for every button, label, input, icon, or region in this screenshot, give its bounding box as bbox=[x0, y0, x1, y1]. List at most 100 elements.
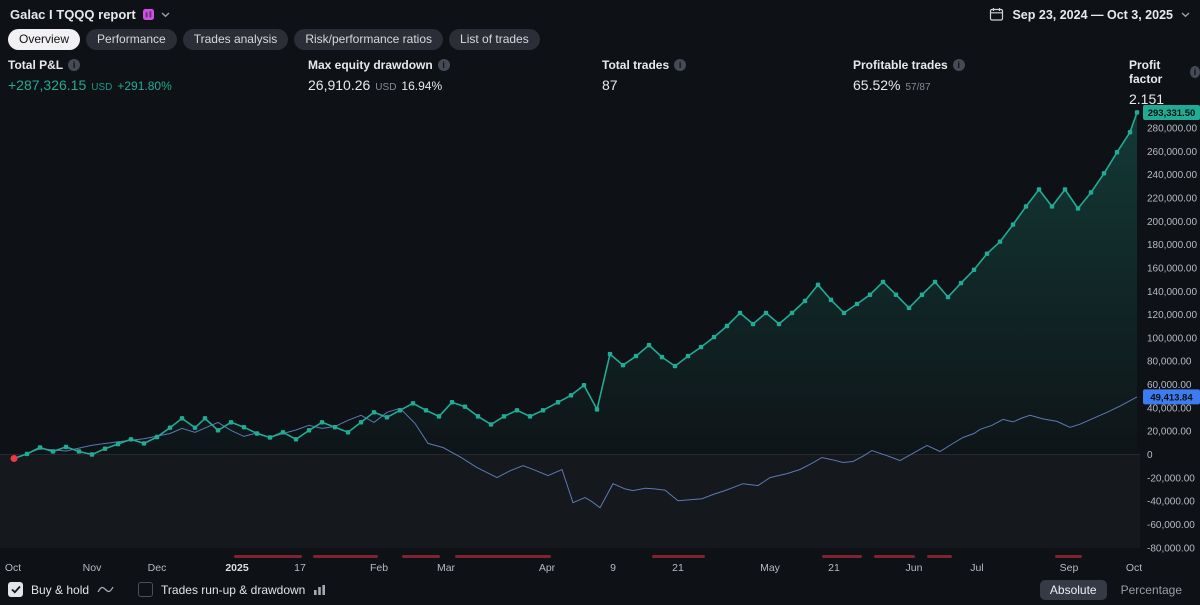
svg-text:260,000.00: 260,000.00 bbox=[1147, 147, 1197, 158]
svg-text:-60,000.00: -60,000.00 bbox=[1147, 520, 1195, 531]
stat-value: 26,910.26 bbox=[308, 77, 371, 93]
svg-text:20,000.00: 20,000.00 bbox=[1147, 427, 1192, 438]
svg-text:21: 21 bbox=[828, 562, 840, 574]
percentage-button[interactable]: Percentage bbox=[1120, 582, 1182, 597]
tab-list-of-trades[interactable]: List of trades bbox=[449, 29, 540, 50]
svg-text:160,000.00: 160,000.00 bbox=[1147, 263, 1197, 274]
svg-text:0: 0 bbox=[1147, 450, 1153, 461]
overlay-toggles: Buy & hold Trades run-up & drawdown bbox=[8, 582, 326, 597]
buy-hold-toggle[interactable]: Buy & hold bbox=[8, 582, 114, 597]
svg-text:60,000.00: 60,000.00 bbox=[1147, 380, 1192, 391]
svg-text:100,000.00: 100,000.00 bbox=[1147, 333, 1197, 344]
svg-text:Oct: Oct bbox=[1126, 562, 1142, 574]
stat-max-drawdown: Max equity drawdown i 26,910.26 USD 16.94… bbox=[308, 58, 450, 93]
stat-label: Profitable trades bbox=[853, 58, 948, 72]
svg-text:49,413.84: 49,413.84 bbox=[1150, 392, 1193, 403]
stat-value: 87 bbox=[602, 77, 618, 93]
svg-text:Mar: Mar bbox=[437, 562, 456, 574]
chevron-down-icon bbox=[1181, 11, 1190, 18]
absolute-button[interactable]: Absolute bbox=[1039, 579, 1107, 600]
stat-label: Total trades bbox=[602, 58, 670, 72]
start-dot bbox=[10, 454, 18, 462]
svg-text:240,000.00: 240,000.00 bbox=[1147, 170, 1197, 181]
below-zero-band bbox=[0, 455, 1140, 549]
stat-value: 65.52% bbox=[853, 77, 901, 93]
info-icon[interactable]: i bbox=[1190, 66, 1200, 78]
svg-text:9: 9 bbox=[610, 562, 616, 574]
y-axis-labels: 280,000.00 260,000.00 240,000.00 220,000.00… bbox=[1147, 124, 1197, 555]
info-icon[interactable]: i bbox=[674, 59, 687, 71]
svg-text:200,000.00: 200,000.00 bbox=[1147, 217, 1197, 228]
svg-text:-40,000.00: -40,000.00 bbox=[1147, 497, 1195, 508]
info-icon[interactable]: i bbox=[437, 59, 450, 71]
footer-bar: Buy & hold Trades run-up & drawdown Abso… bbox=[0, 579, 1200, 605]
svg-text:21: 21 bbox=[672, 562, 684, 574]
svg-text:-20,000.00: -20,000.00 bbox=[1147, 473, 1195, 484]
date-range-picker[interactable]: Sep 23, 2024 — Oct 3, 2025 bbox=[989, 7, 1190, 22]
stat-unit: USD bbox=[91, 82, 113, 93]
stat-value: +287,326.15 bbox=[8, 77, 87, 93]
report-tabs: Overview Performance Trades analysis Ris… bbox=[8, 29, 540, 50]
stat-detail: 57/87 bbox=[905, 82, 931, 93]
svg-text:Oct: Oct bbox=[5, 562, 21, 574]
bar-chart-icon bbox=[313, 584, 326, 596]
date-range-label: Sep 23, 2024 — Oct 3, 2025 bbox=[1012, 7, 1173, 22]
stat-label: Total P&L bbox=[8, 58, 64, 72]
info-icon[interactable]: i bbox=[952, 59, 965, 71]
svg-text:140,000.00: 140,000.00 bbox=[1147, 287, 1197, 298]
svg-text:Jun: Jun bbox=[906, 562, 923, 574]
svg-text:120,000.00: 120,000.00 bbox=[1147, 310, 1197, 321]
stat-percent: 16.94% bbox=[401, 79, 443, 93]
tab-overview[interactable]: Overview bbox=[8, 29, 81, 50]
line-chart-icon bbox=[97, 584, 114, 595]
x-axis-labels: Oct Nov Dec 2025 17 Feb Mar Apr 9 21 May 21 Jun Jul Se… bbox=[5, 562, 1142, 574]
report-title-dropdown[interactable]: Galac I TQQQ report bbox=[10, 7, 170, 22]
stat-label: Profit factor bbox=[1129, 58, 1163, 86]
svg-text:Sep: Sep bbox=[1060, 562, 1079, 574]
svg-text:293,331.50: 293,331.50 bbox=[1148, 108, 1196, 119]
page-title: Galac I TQQQ report bbox=[10, 7, 136, 22]
checkbox-unchecked-icon[interactable] bbox=[138, 582, 154, 597]
calendar-icon bbox=[989, 7, 1004, 22]
svg-text:Nov: Nov bbox=[83, 562, 102, 574]
stat-label: Max equity drawdown bbox=[308, 58, 433, 72]
summary-stats-row: Total P&L i +287,326.15 USD +291.80% Max … bbox=[0, 58, 1200, 107]
info-icon[interactable]: i bbox=[68, 59, 81, 71]
svg-text:80,000.00: 80,000.00 bbox=[1147, 357, 1192, 368]
stat-percent: +291.80% bbox=[117, 79, 172, 93]
stat-profitable-trades: Profitable trades i 65.52% 57/87 bbox=[853, 58, 965, 93]
top-bar: Galac I TQQQ report Sep 23, 2024 — Oct 3… bbox=[0, 0, 1200, 27]
svg-text:Feb: Feb bbox=[370, 562, 388, 574]
equity-markers bbox=[24, 110, 1140, 457]
tab-trades-analysis[interactable]: Trades analysis bbox=[182, 29, 289, 50]
trades-runup-label[interactable]: Trades run-up & drawdown bbox=[161, 582, 306, 597]
strategy-icon bbox=[142, 8, 155, 21]
trades-runup-drawdown-toggle[interactable]: Trades run-up & drawdown bbox=[138, 582, 326, 597]
svg-text:May: May bbox=[760, 562, 781, 574]
equity-line bbox=[13, 112, 1138, 460]
stat-unit: USD bbox=[375, 82, 397, 93]
drawdown-period-bars bbox=[234, 555, 1082, 558]
stat-total-trades: Total trades i 87 bbox=[602, 58, 687, 93]
equity-curve-chart[interactable]: Oct Nov Dec 2025 17 Feb Mar Apr 9 21 May 21 Jun Jul Se… bbox=[0, 100, 1200, 578]
svg-text:-80,000.00: -80,000.00 bbox=[1147, 543, 1195, 554]
chart-svg: Oct Nov Dec 2025 17 Feb Mar Apr 9 21 May 21 Jun Jul Se… bbox=[0, 104, 1200, 574]
equity-area bbox=[14, 112, 1137, 459]
last-value-price-label: 293,331.50 bbox=[1143, 104, 1200, 120]
svg-text:Dec: Dec bbox=[148, 562, 167, 574]
tab-performance[interactable]: Performance bbox=[86, 29, 177, 50]
svg-text:Apr: Apr bbox=[539, 562, 556, 574]
checkbox-checked-icon[interactable] bbox=[8, 582, 23, 597]
tab-risk-performance-ratios[interactable]: Risk/performance ratios bbox=[294, 29, 444, 50]
svg-text:2025: 2025 bbox=[225, 562, 249, 574]
svg-text:180,000.00: 180,000.00 bbox=[1147, 240, 1197, 251]
svg-text:Jul: Jul bbox=[970, 562, 983, 574]
svg-text:220,000.00: 220,000.00 bbox=[1147, 193, 1197, 204]
svg-text:40,000.00: 40,000.00 bbox=[1147, 403, 1192, 414]
svg-text:17: 17 bbox=[294, 562, 306, 574]
stat-total-pnl: Total P&L i +287,326.15 USD +291.80% bbox=[8, 58, 172, 93]
buy-hold-label[interactable]: Buy & hold bbox=[31, 582, 90, 597]
stat-value: 2.151 bbox=[1129, 91, 1165, 107]
last-value-price-label: 49,413.84 bbox=[1143, 389, 1200, 405]
stat-profit-factor: Profit factor i 2.151 bbox=[1129, 58, 1200, 107]
